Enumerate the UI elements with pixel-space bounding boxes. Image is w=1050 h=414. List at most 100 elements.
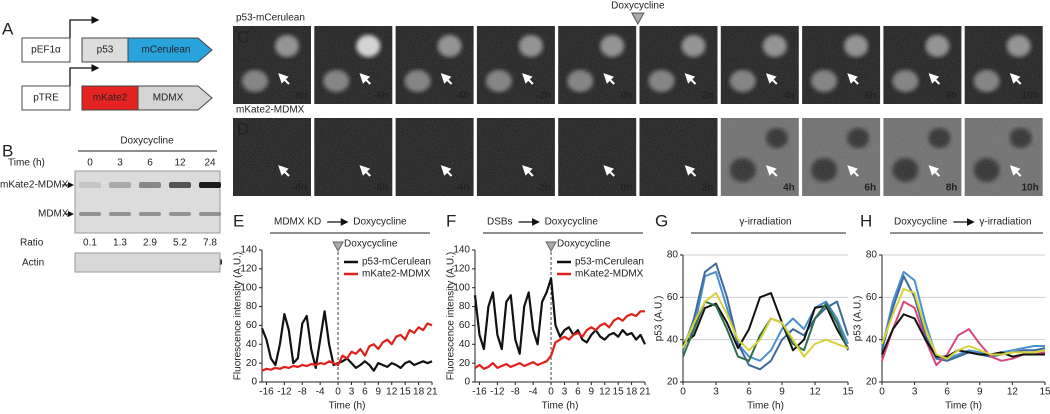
series-line <box>474 310 645 370</box>
chart-title-from: MDMX KD <box>274 217 321 228</box>
time-stamp: 6h <box>864 91 876 102</box>
panel-letter: H <box>860 211 872 230</box>
x-tick-label: 0 <box>335 387 341 398</box>
time-stamp: 8h <box>946 183 958 194</box>
x-tick-label: -4 <box>316 387 325 398</box>
annotation-marker <box>545 241 557 253</box>
time-stamp: 0h <box>621 183 633 194</box>
x-axis-label: Time (h) <box>747 401 784 412</box>
cell-arrow <box>847 73 859 85</box>
time-stamp: -8h <box>292 91 307 102</box>
x-tick-label: 12 <box>599 387 611 398</box>
time-stamp: 2h <box>702 91 714 102</box>
image-tile <box>802 118 881 196</box>
y-tick-label: 20 <box>866 377 878 388</box>
promoter-arrow <box>69 64 100 86</box>
y-tick-label: 20 <box>459 358 471 369</box>
y-tick-label: 0 <box>464 377 470 388</box>
ratio-value: 5.2 <box>173 238 187 249</box>
x-tick-label: 12 <box>809 387 821 398</box>
time-value: 24 <box>204 158 216 169</box>
tag-box <box>81 85 139 111</box>
tile-noise <box>476 118 555 196</box>
tile-noise <box>233 118 311 196</box>
tile-noise <box>720 118 799 196</box>
x-tick-label: 12 <box>386 387 398 398</box>
treatment-label: Doxycycline <box>120 136 174 147</box>
tag-label: mKate2 <box>93 93 128 104</box>
cell-arrow <box>522 165 534 177</box>
x-tick-label: -8 <box>511 387 520 398</box>
x-tick-label: 15 <box>1039 387 1050 398</box>
image-tile <box>639 26 718 104</box>
ratio-value: 0.1 <box>83 238 97 249</box>
band-label: MDMX <box>38 209 69 220</box>
cell-arrow <box>440 165 453 177</box>
annotation-label: Doxycycline <box>344 239 398 250</box>
tag-arrow <box>127 37 213 63</box>
y-tick-label: 60 <box>667 292 679 303</box>
time-stamp: 4h <box>783 183 795 194</box>
x-tick-label: 18 <box>413 387 425 398</box>
ratio-value: 2.9 <box>143 238 157 249</box>
cell-arrow <box>359 165 372 177</box>
image-tile <box>314 118 393 196</box>
image-tile <box>314 26 393 104</box>
tile-noise <box>883 26 962 104</box>
x-tick-label: 3 <box>562 387 568 398</box>
annotation-label: Doxycycline <box>557 239 611 250</box>
promoter-arrow <box>69 16 100 38</box>
image-tile <box>964 118 1043 196</box>
x-axis-label: Time (h) <box>542 401 579 412</box>
y-tick-label: 40 <box>667 334 679 345</box>
cell-arrow <box>928 73 941 85</box>
time-stamp: 2h <box>702 183 714 194</box>
y-tick-label: 60 <box>246 320 258 331</box>
chart-title-from: Doxycycline <box>894 217 948 228</box>
y-tick-label: 140 <box>240 245 257 256</box>
cell-arrow <box>603 73 615 85</box>
y-tick-label: 60 <box>866 292 878 303</box>
y-axis-label: Fluorescence intensity (A.U.) <box>446 252 457 380</box>
tile-noise <box>558 118 637 196</box>
tile-noise <box>476 26 555 104</box>
cell-arrow <box>684 165 697 177</box>
image-tile <box>395 118 474 196</box>
actin-label: Actin <box>22 258 44 269</box>
cell-arrow <box>359 73 372 85</box>
blot-band <box>169 182 191 188</box>
x-tick-label: 0 <box>548 387 554 398</box>
ratio-value: 7.8 <box>203 238 217 249</box>
image-tile <box>802 26 881 104</box>
image-tile <box>558 26 637 104</box>
x-tick-label: -4 <box>529 387 538 398</box>
time-stamp: 0h <box>621 91 633 102</box>
x-tick-label: 21 <box>639 387 651 398</box>
panel-letter: C <box>237 27 249 46</box>
legend-label: p53-mCerulean <box>575 257 644 268</box>
blot-band <box>139 182 161 188</box>
panel-letter: G <box>655 211 668 230</box>
band-label: mKate2-MDMX <box>0 180 69 191</box>
y-tick-label: 100 <box>240 282 257 293</box>
panel-letter: D <box>237 119 249 138</box>
time-stamp: -4h <box>455 91 470 102</box>
cell-arrow <box>278 165 290 177</box>
x-tick-label: 3 <box>713 387 719 398</box>
image-tile <box>964 26 1043 104</box>
series-line <box>881 313 1045 358</box>
tile-noise <box>720 26 799 104</box>
image-tile <box>476 26 555 104</box>
blot-band <box>199 182 221 188</box>
time-value: 3 <box>117 158 123 169</box>
tile-noise <box>395 26 474 104</box>
panel-letter: B <box>2 141 13 160</box>
chart-title-from: DSBs <box>487 217 513 228</box>
cell-arrow <box>522 73 534 85</box>
blot <box>74 170 221 234</box>
ratio-label: Ratio <box>20 238 44 249</box>
row-label: p53-mCerulean <box>236 13 305 24</box>
time-stamp: 4h <box>783 91 795 102</box>
image-tile <box>639 118 718 196</box>
